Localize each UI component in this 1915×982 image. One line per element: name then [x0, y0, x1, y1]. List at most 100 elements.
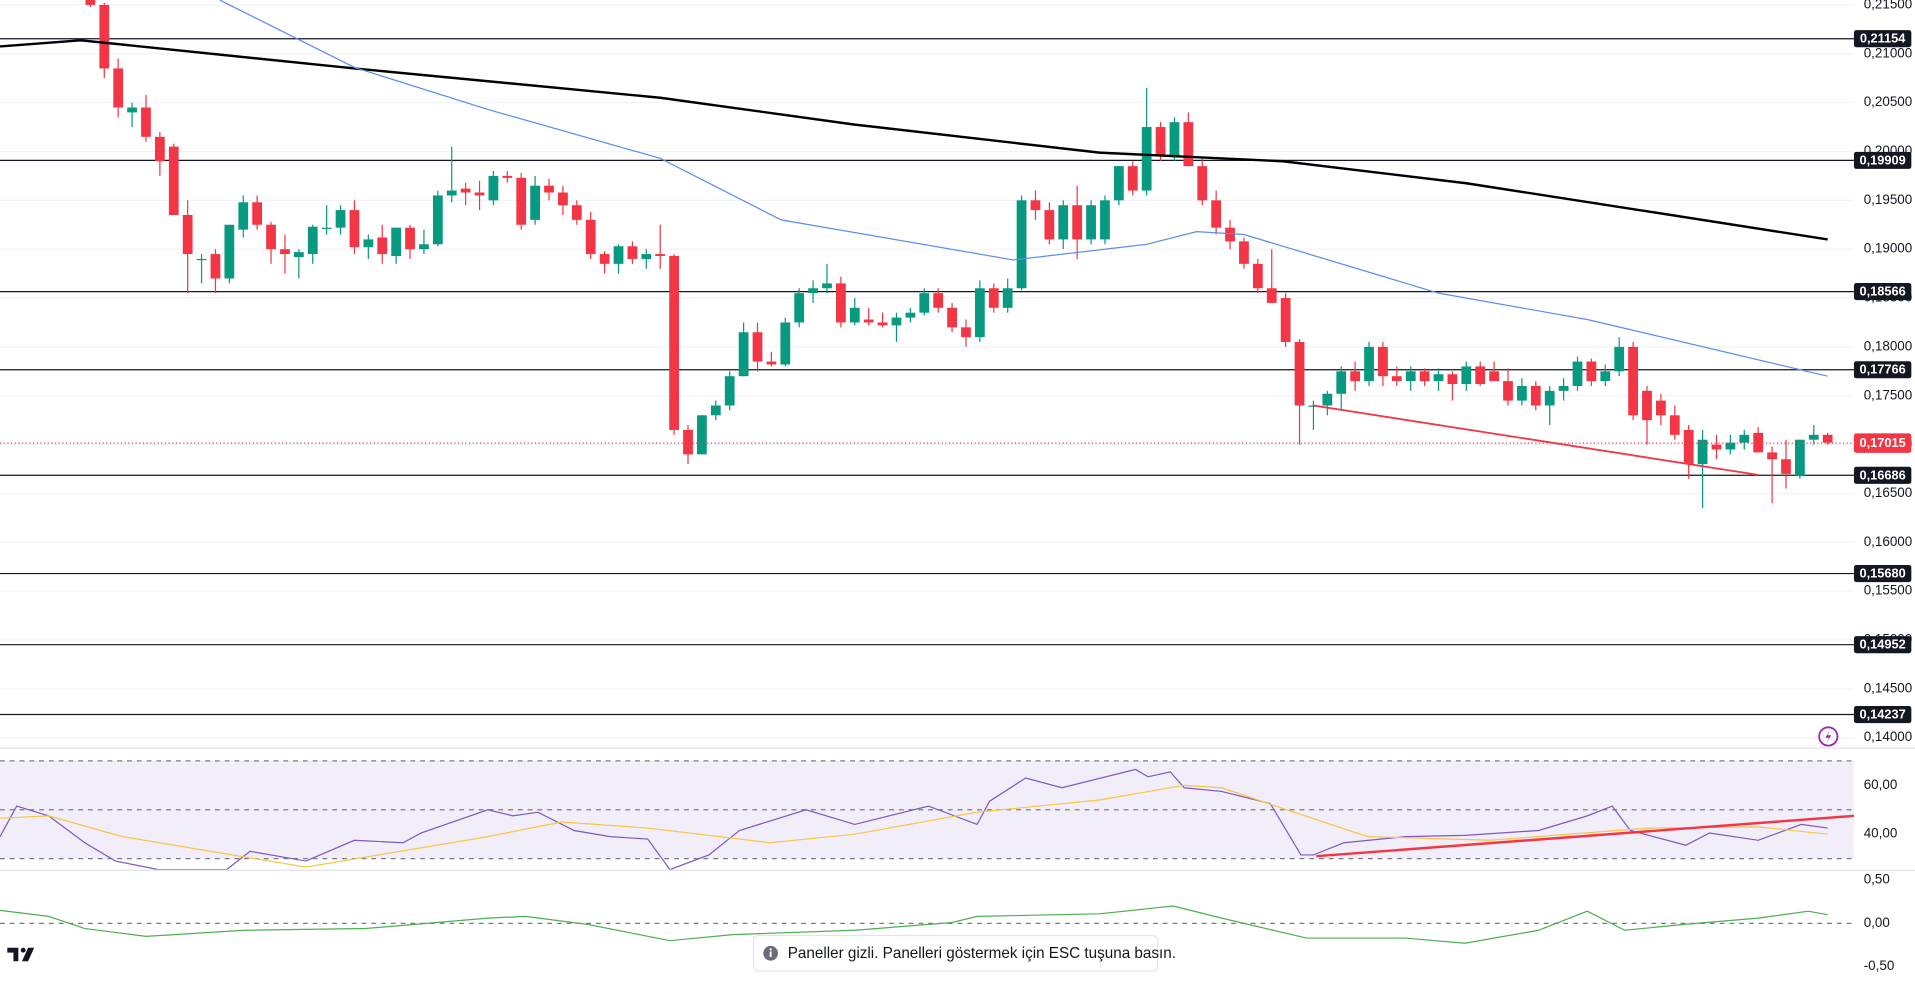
candle-body [724, 376, 735, 406]
candle-body [822, 283, 832, 289]
candle-body [391, 227, 402, 257]
candle-body [502, 175, 513, 178]
candle-body [405, 227, 415, 250]
level-label: 0,21154 [1860, 31, 1906, 46]
candle-body [1391, 376, 1402, 382]
candle-body [1781, 459, 1791, 474]
candle-body [99, 4, 110, 69]
indicator-line [0, 784, 1828, 868]
candle-body [238, 202, 249, 230]
candle-body [1517, 385, 1527, 401]
level-label: 0,14952 [1859, 637, 1905, 652]
y-tick-label: 0,17500 [1864, 387, 1913, 402]
level-label-bg [1853, 636, 1912, 654]
level-label: 0,16686 [1859, 467, 1905, 482]
candle-body [905, 312, 916, 318]
candle-body [1794, 439, 1805, 476]
candle-body [1225, 227, 1235, 242]
candle-body [377, 237, 388, 255]
candle-body [154, 136, 165, 162]
y-tick-label: 0,16500 [1864, 485, 1913, 500]
candle-body [488, 175, 499, 201]
notice-text: Paneller gizli. Panelleri göstermek için… [788, 945, 1176, 962]
candle-body [1127, 166, 1138, 191]
candle-body [627, 246, 638, 259]
candle-body [544, 185, 554, 193]
level-label-bg [1853, 705, 1912, 724]
y-tick-label: 0,21500 [1864, 0, 1913, 11]
candle-body [1725, 442, 1736, 450]
candle-body [1280, 298, 1291, 343]
candle-body [1669, 415, 1680, 435]
level-label: 0,19909 [1859, 152, 1905, 167]
candle-body [1767, 452, 1777, 460]
candle-body [1364, 346, 1374, 382]
candle-body [1141, 127, 1152, 191]
candle-body [669, 256, 679, 430]
candle-body [836, 283, 846, 323]
candle-body [474, 192, 485, 196]
level-label-bg [1853, 283, 1912, 301]
candle-body [988, 288, 999, 308]
notice-toast: Paneller gizli. Panelleri göstermek için… [752, 934, 1176, 972]
level-label-bg [1853, 151, 1912, 169]
candle-body [85, 0, 96, 5]
candle-body [1544, 390, 1555, 406]
y-tick-label: 0,14500 [1864, 680, 1913, 695]
candle-body [530, 185, 541, 220]
alert-icon[interactable] [1818, 726, 1839, 747]
y-tick-label: 0,20500 [1864, 94, 1913, 109]
candle-body [224, 224, 235, 279]
candle-body [210, 254, 221, 279]
candle-body [1489, 371, 1500, 382]
pane [0, 0, 1854, 739]
candle-body [321, 227, 332, 229]
candle-body [1600, 371, 1611, 382]
candle-body [1336, 371, 1347, 394]
indicator-line [219, 0, 1828, 377]
candle-body [266, 224, 276, 250]
candle-body [1294, 342, 1305, 406]
y-tick-label: 0,19500 [1864, 192, 1913, 207]
candle-body [293, 252, 304, 257]
y-tick-label: 0,50 [1864, 872, 1890, 887]
y-tick-label: 40,00 [1864, 826, 1898, 841]
tradingview-logo[interactable] [7, 947, 35, 962]
candle-body [891, 317, 902, 326]
level-label-bg [1853, 565, 1912, 583]
y-tick-label: 0,19000 [1864, 241, 1913, 256]
candle-body [1475, 366, 1486, 385]
candle-body [1461, 366, 1472, 385]
indicator-line [0, 768, 1828, 870]
candle-body [1350, 371, 1361, 382]
candle-body [655, 254, 666, 257]
candle-body [613, 246, 624, 264]
y-tick-label: 0,00 [1864, 915, 1890, 930]
candle-body [1628, 346, 1638, 416]
candle-body [363, 239, 374, 248]
candle-body [1155, 127, 1166, 157]
candle-body [947, 307, 957, 328]
y-tick-label: -0,50 [1864, 958, 1895, 973]
pane [0, 760, 1854, 870]
candle-body [1211, 200, 1222, 228]
candle-body [641, 254, 652, 259]
y-tick-label: 0,14000 [1864, 729, 1913, 744]
candle-body [460, 188, 471, 193]
candle-body [1002, 288, 1013, 308]
candle-body [780, 322, 791, 365]
last-price-label: 0,17015 [1859, 435, 1905, 450]
candle-body [1433, 374, 1444, 382]
candle-body [432, 195, 443, 245]
candle-body [280, 249, 290, 255]
candle-body [196, 258, 207, 261]
indicator-line [1316, 814, 1854, 858]
candle-body [446, 190, 457, 196]
candle-body [738, 332, 749, 377]
candle-body [1183, 122, 1194, 167]
candle-body [252, 202, 263, 225]
candle-body [849, 307, 860, 323]
y-tick-label: 0,21000 [1864, 45, 1913, 60]
